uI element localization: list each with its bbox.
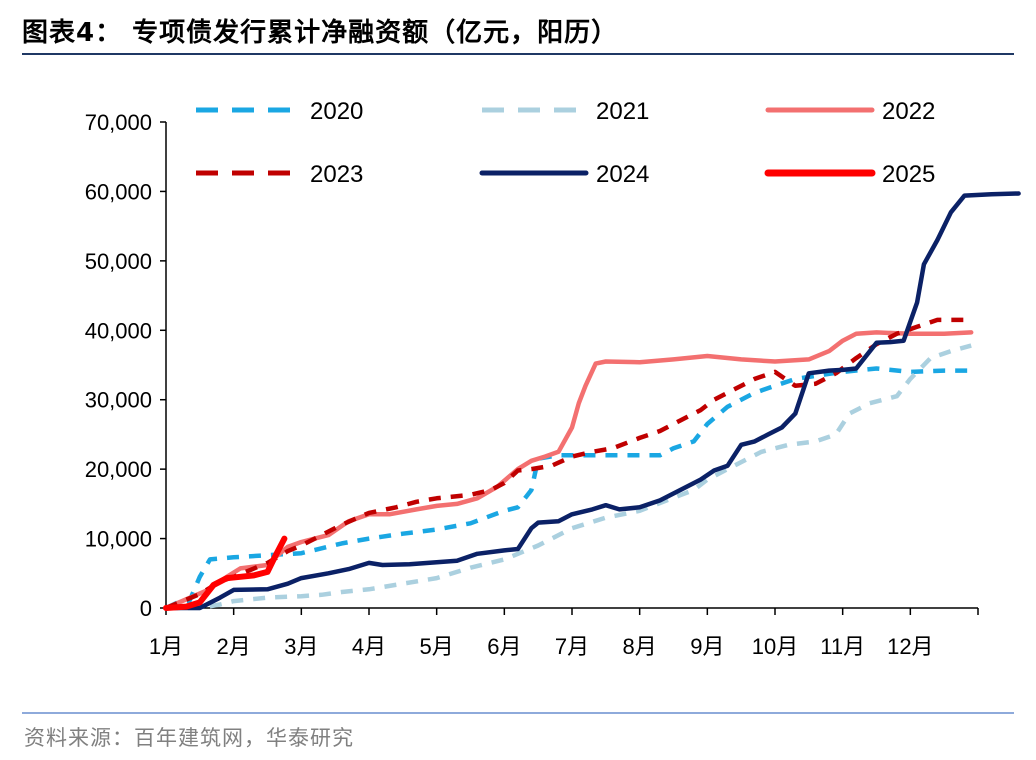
x-tick-label: 6月: [487, 634, 521, 659]
y-tick-label: 0: [140, 596, 152, 621]
y-axis: 0 10,000 20,000 30,000 40,000 50,000 60,000 70,…: [85, 110, 167, 621]
series-line-2022: [163, 330, 974, 611]
y-tick-label: 50,000: [85, 249, 152, 274]
legend-label-2025: 2025: [882, 161, 935, 188]
y-tick-label: 20,000: [85, 457, 152, 482]
y-tick-label: 30,000: [85, 388, 152, 413]
source-note: 资料来源：百年建筑网，华泰研究: [24, 726, 354, 750]
legend-label-2024: 2024: [596, 161, 649, 188]
legend: 2020 2021 2022 2023 2024 2025: [196, 98, 935, 188]
x-tick-label: 10月: [752, 634, 798, 659]
title-divider: [22, 53, 1014, 55]
x-tick-label: 4月: [352, 634, 386, 659]
legend-label-2020: 2020: [310, 98, 363, 125]
series-line-2024: [163, 191, 1021, 611]
x-tick-label: 5月: [420, 634, 454, 659]
x-tick-label: 3月: [284, 634, 318, 659]
x-tick-label: 11月: [820, 634, 865, 659]
y-tick-label: 70,000: [85, 110, 152, 135]
x-tick-label: 1月: [149, 634, 183, 659]
y-tick-label: 10,000: [85, 527, 152, 552]
line-chart: 0 10,000 20,000 30,000 40,000 50,000 60,000 70,…: [85, 98, 1021, 659]
y-tick-label: 60,000: [85, 179, 152, 204]
x-tick-label: 8月: [623, 634, 657, 659]
footer-divider: [22, 712, 1014, 714]
y-tick-label: 40,000: [85, 318, 152, 343]
legend-label-2021: 2021: [596, 98, 649, 125]
x-tick-label: 9月: [690, 634, 724, 659]
x-axis: 1月 2月 3月 4月 5月 6月 7月 8月 9月 10月 11月 12月: [149, 607, 979, 659]
series-line-2023: [165, 317, 972, 611]
series-line-2020: [165, 366, 972, 611]
figure-title: 图表4： 专项债发行累计净融资额（亿元，阳历）: [22, 18, 619, 48]
legend-label-2022: 2022: [882, 98, 935, 125]
series-layer: [163, 191, 1021, 611]
series-line-2025: [163, 535, 288, 611]
x-tick-label: 2月: [217, 634, 251, 659]
x-tick-label: 7月: [555, 634, 589, 659]
x-tick-label: 12月: [887, 634, 933, 659]
legend-label-2023: 2023: [310, 161, 363, 188]
series-line-2021: [166, 343, 972, 611]
